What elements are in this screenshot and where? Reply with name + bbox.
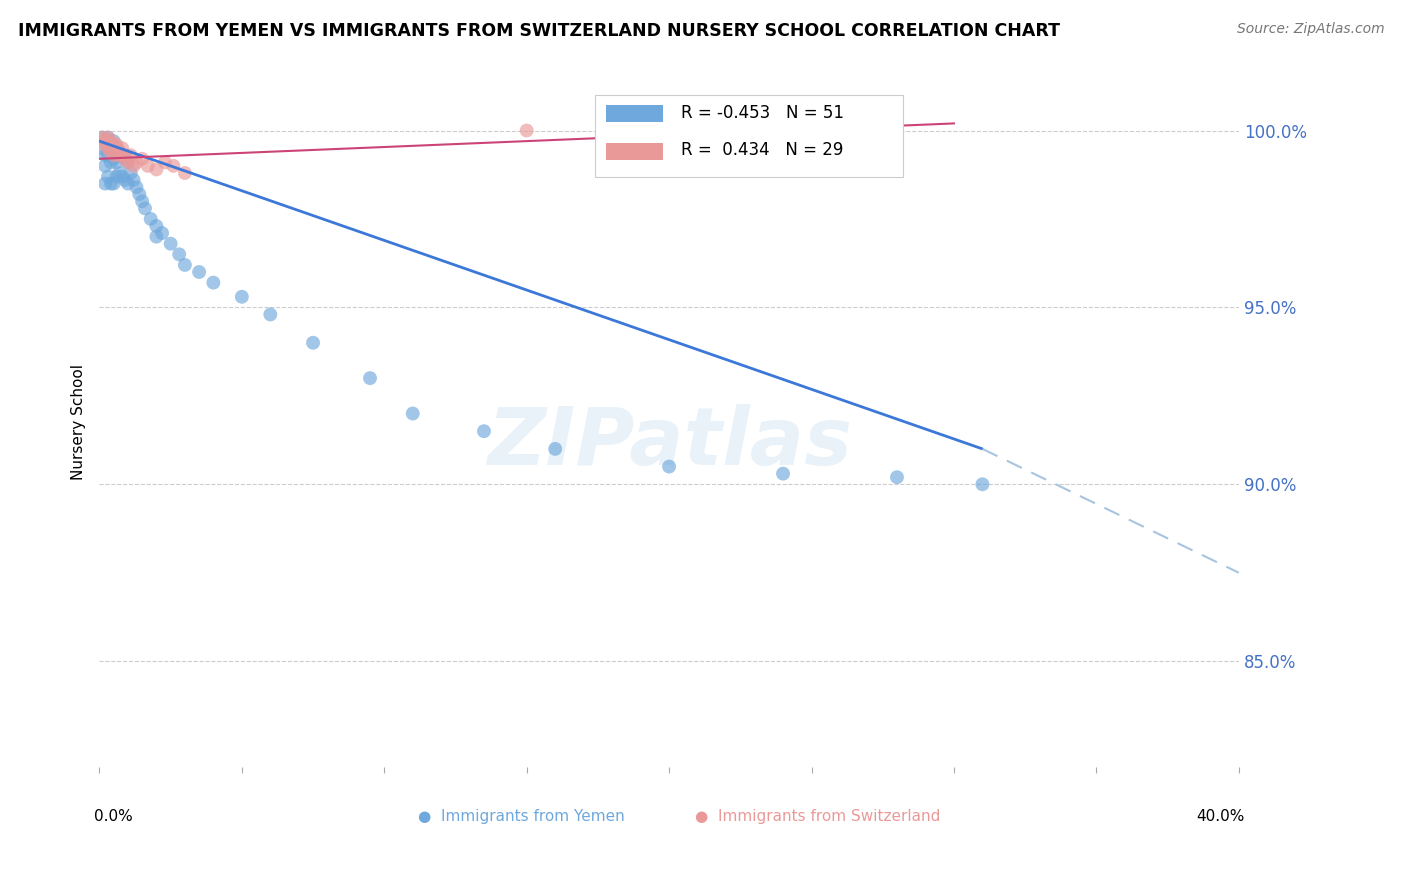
Point	[111, 169, 134, 184]
Point	[105, 169, 128, 184]
Point	[100, 155, 122, 169]
Point	[125, 180, 148, 194]
Point	[103, 152, 125, 166]
Point	[117, 155, 139, 169]
Point	[108, 145, 131, 159]
Point	[97, 130, 120, 145]
Point	[91, 130, 114, 145]
Point	[105, 141, 128, 155]
Point	[108, 148, 131, 162]
Point	[111, 148, 134, 162]
Text: ●  Immigrants from Yemen: ● Immigrants from Yemen	[418, 809, 624, 823]
Point	[114, 148, 136, 162]
Point	[259, 308, 281, 322]
Point	[108, 166, 131, 180]
Point	[188, 265, 211, 279]
Text: ZIPatlas: ZIPatlas	[486, 404, 852, 482]
Point	[359, 371, 381, 385]
Point	[972, 477, 994, 491]
Point	[105, 141, 128, 155]
FancyBboxPatch shape	[606, 105, 664, 122]
Point	[658, 459, 681, 474]
Point	[886, 123, 908, 137]
Point	[122, 159, 145, 173]
Point	[114, 173, 136, 187]
Point	[114, 152, 136, 166]
Point	[122, 173, 145, 187]
Point	[91, 141, 114, 155]
Point	[402, 407, 425, 421]
Point	[145, 162, 167, 177]
Text: R =  0.434   N = 29: R = 0.434 N = 29	[681, 141, 842, 159]
Point	[120, 148, 142, 162]
Point	[134, 202, 156, 216]
Point	[139, 211, 162, 226]
Point	[103, 148, 125, 162]
Point	[97, 141, 120, 155]
Point	[100, 145, 122, 159]
Point	[167, 247, 190, 261]
Point	[103, 134, 125, 148]
Point	[111, 148, 134, 162]
Point	[516, 123, 538, 137]
Point	[103, 177, 125, 191]
Point	[117, 155, 139, 169]
Point	[145, 229, 167, 244]
Point	[105, 155, 128, 169]
Point	[120, 166, 142, 180]
Text: 0.0%: 0.0%	[94, 809, 132, 823]
Point	[97, 169, 120, 184]
Point	[108, 145, 131, 159]
Point	[472, 424, 495, 438]
Point	[131, 152, 153, 166]
FancyBboxPatch shape	[606, 143, 664, 161]
Point	[544, 442, 567, 456]
Point	[100, 177, 122, 191]
Y-axis label: Nursery School: Nursery School	[72, 364, 86, 481]
Point	[91, 130, 114, 145]
Point	[159, 236, 181, 251]
Point	[145, 219, 167, 233]
Point	[94, 177, 117, 191]
Point	[117, 177, 139, 191]
Point	[173, 258, 195, 272]
Point	[136, 159, 159, 173]
Point	[772, 467, 794, 481]
Text: R = -0.453   N = 51: R = -0.453 N = 51	[681, 103, 844, 121]
Point	[125, 155, 148, 169]
Point	[105, 137, 128, 152]
FancyBboxPatch shape	[595, 95, 903, 178]
Point	[886, 470, 908, 484]
Point	[94, 148, 117, 162]
Point	[114, 152, 136, 166]
Point	[94, 134, 117, 148]
Point	[150, 226, 173, 240]
Point	[100, 134, 122, 148]
Point	[162, 159, 184, 173]
Text: Source: ZipAtlas.com: Source: ZipAtlas.com	[1237, 22, 1385, 37]
Point	[202, 276, 225, 290]
Point	[173, 166, 195, 180]
Text: ●  Immigrants from Switzerland: ● Immigrants from Switzerland	[695, 809, 939, 823]
Point	[128, 187, 150, 202]
Point	[231, 290, 253, 304]
Point	[97, 130, 120, 145]
Point	[111, 141, 134, 155]
Point	[302, 335, 325, 350]
Point	[94, 137, 117, 152]
Point	[103, 137, 125, 152]
Point	[131, 194, 153, 209]
Text: 40.0%: 40.0%	[1197, 809, 1244, 823]
Point	[153, 155, 176, 169]
Point	[97, 148, 120, 162]
Point	[100, 137, 122, 152]
Point	[94, 159, 117, 173]
Text: IMMIGRANTS FROM YEMEN VS IMMIGRANTS FROM SWITZERLAND NURSERY SCHOOL CORRELATION : IMMIGRANTS FROM YEMEN VS IMMIGRANTS FROM…	[18, 22, 1060, 40]
